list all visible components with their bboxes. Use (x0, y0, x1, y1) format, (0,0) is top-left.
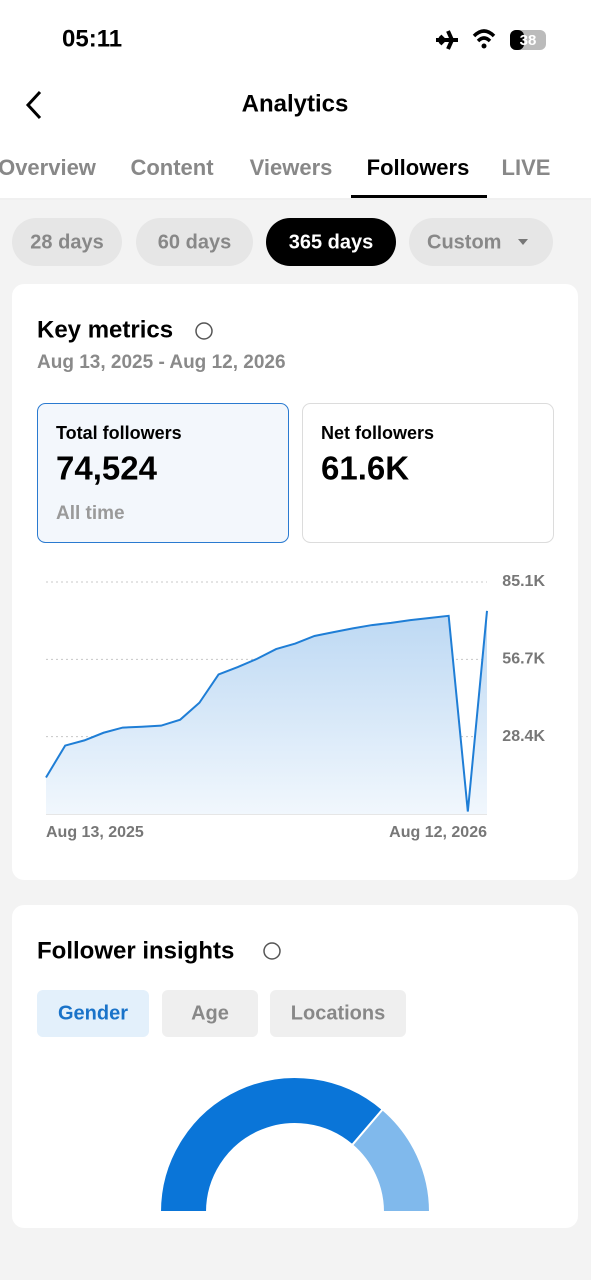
range-pill[interactable] (266, 218, 396, 266)
metric-label: Net followers (321, 423, 434, 443)
range-pill[interactable] (12, 218, 122, 266)
line (45, 610, 488, 812)
donut-segment (350, 1107, 432, 1213)
info-icon[interactable] (263, 942, 281, 960)
metric-label: Total followers (56, 423, 182, 443)
header-title: Analytics (242, 90, 349, 117)
tab[interactable]: Content (130, 155, 214, 180)
status-time: 05:11 (62, 25, 122, 52)
tab[interactable]: LIVE (502, 155, 551, 180)
area (46, 610, 487, 814)
y-tick-label: 85.1K (502, 573, 545, 590)
metric-card-selected[interactable] (37, 403, 289, 543)
wifi-dot (481, 43, 487, 49)
insight-tab-label: Gender (58, 1002, 128, 1024)
insights-card (12, 905, 578, 1228)
battery-level (510, 30, 524, 50)
tab[interactable]: Followers (367, 155, 470, 180)
tab[interactable]: Viewers (250, 155, 333, 180)
y-tick-label: 56.7K (502, 651, 545, 668)
insight-tab[interactable] (37, 990, 149, 1037)
battery-text: 38 (520, 32, 537, 49)
range-pill[interactable] (136, 218, 253, 266)
insight-tab-label: Age (191, 1002, 229, 1024)
metric-note: All time (56, 503, 125, 524)
metric-value: 74,524 (56, 450, 158, 487)
insight-tab-label: Locations (291, 1002, 385, 1024)
metric-card[interactable] (302, 403, 554, 543)
insights-title: Follower insights (37, 937, 234, 964)
info-icon[interactable] (195, 322, 213, 340)
range-label: 60 days (158, 231, 231, 253)
donut-segment (158, 1076, 385, 1213)
x-tick-label: Aug 13, 2025 (46, 824, 144, 841)
metrics-title: Key metrics (37, 316, 173, 343)
range-pill[interactable] (409, 218, 553, 266)
back-button[interactable] (25, 90, 42, 120)
insight-tab[interactable] (162, 990, 258, 1037)
range-label: 365 days (289, 231, 374, 253)
y-tick-label: 28.4K (502, 728, 545, 745)
tab[interactable]: Overview (0, 155, 97, 180)
date-range: Aug 13, 2025 - Aug 12, 2026 (37, 352, 286, 373)
dropdown-icon (518, 239, 528, 245)
range-label: Custom (427, 231, 501, 253)
metric-value: 61.6K (321, 450, 409, 487)
range-label: 28 days (30, 231, 103, 253)
x-tick-label: Aug 12, 2026 (389, 824, 487, 841)
insight-tab[interactable] (270, 990, 406, 1037)
wifi-icon (472, 29, 496, 43)
airplane-icon (436, 30, 458, 50)
tab-underline (351, 195, 487, 198)
